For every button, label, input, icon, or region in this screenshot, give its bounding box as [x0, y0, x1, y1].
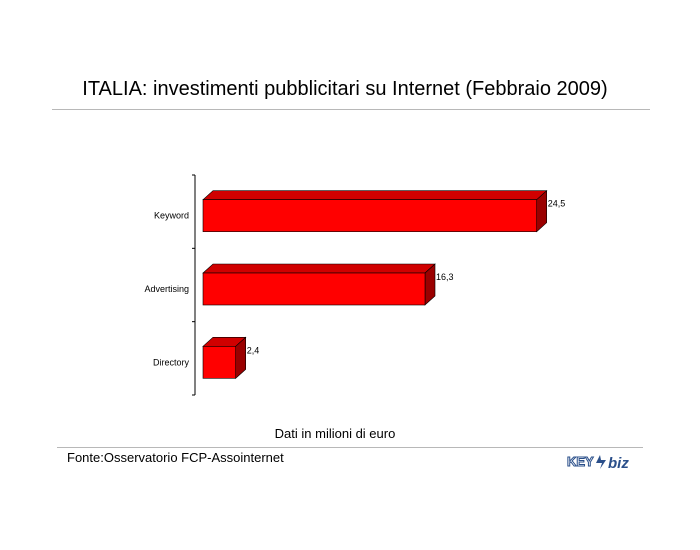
svg-text:KEY: KEY [567, 454, 594, 469]
value-label: 2,4 [247, 345, 260, 355]
category-label: Advertising [144, 284, 189, 294]
key4biz-logo-mark: KEY biz [567, 454, 630, 473]
chart-title: ITALIA: investimenti pubblicitari su Int… [82, 78, 608, 100]
x-axis-label: Dati in milioni di euro [274, 426, 396, 441]
svg-text:biz: biz [608, 455, 629, 472]
category-label: Keyword [154, 211, 189, 221]
axis-layer: Keyword Advertising Directory [144, 174, 196, 396]
footer-divider [57, 447, 643, 448]
value-label: 24,5 [548, 199, 566, 209]
bar-advertising [202, 272, 426, 306]
bar-directory [202, 346, 236, 379]
category-label: Directory [153, 357, 190, 367]
bars-layer: 24,5 16,3 2,4 [202, 189, 566, 380]
bar-keyword [202, 199, 537, 232]
title-divider [52, 109, 650, 110]
key4biz-logo: KEY biz [567, 454, 630, 473]
bar-top-face [202, 190, 548, 200]
source-note: Fonte:Osservatorio FCP-Assointernet [67, 450, 284, 465]
value-label: 16,3 [436, 272, 454, 282]
bar-top-face [202, 263, 436, 274]
